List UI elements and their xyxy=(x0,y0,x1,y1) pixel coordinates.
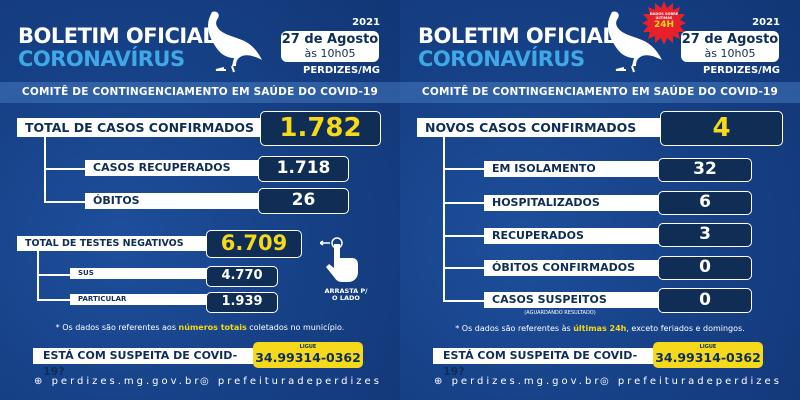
date-box: 27 de Agosto às 10h05 xyxy=(681,31,779,62)
hand-swipe-icon xyxy=(320,237,358,282)
suspicion-question: ESTÁ COM SUSPEITA DE COVID-19? xyxy=(433,348,658,378)
sus-label: SUS xyxy=(70,268,208,279)
recovered-value: 1.718 xyxy=(258,156,349,182)
tree-line xyxy=(443,136,445,302)
suspected-label: CASOS SUSPEITOS xyxy=(484,292,660,308)
website-text: perdizes.mg.gov.br xyxy=(51,376,202,387)
footnote: * Os dados são referentes às últimas 24h… xyxy=(400,324,800,333)
partridge-logo-icon xyxy=(608,11,662,73)
instagram-icon: ◎ xyxy=(600,376,618,387)
subtitle: CORONAVÍRUS xyxy=(418,47,585,71)
date: 27 de Agosto xyxy=(281,32,379,47)
phone-number[interactable]: 34.99314-0362 xyxy=(655,350,761,365)
hospitalized-label: HOSPITALIZADOS xyxy=(484,195,660,211)
call-button[interactable]: LIGUE 34.99314-0362 xyxy=(653,342,763,368)
title: BOLETIM OFICIAL xyxy=(418,24,616,48)
call-label: LIGUE xyxy=(699,344,717,350)
suspicion-question: ESTÁ COM SUSPEITA DE COVID-19? xyxy=(33,348,258,378)
new-cases-value: 4 xyxy=(660,111,783,146)
instagram-link[interactable]: ◎ prefeituradeperdizes xyxy=(600,376,782,387)
time: às 10h05 xyxy=(704,47,756,60)
private-value: 1.939 xyxy=(206,292,278,313)
badge-line2: ÚLTIMAS xyxy=(655,16,673,20)
year: 2021 xyxy=(752,17,780,28)
city: PERDIZES/MG xyxy=(303,65,380,76)
recovered-value: 3 xyxy=(658,223,752,247)
instagram-text: prefeituradeperdizes xyxy=(217,376,382,387)
isolation-value: 32 xyxy=(658,158,752,182)
recovered-label: RECUPERADOS xyxy=(484,228,660,244)
total-cases-value: 1.782 xyxy=(260,111,381,146)
swipe-hint-line2: O LADO xyxy=(332,294,360,302)
badge-line3: 24H xyxy=(653,20,675,30)
footnote-highlight: números totais xyxy=(178,323,247,332)
new-cases-label: NOVOS CASOS CONFIRMADOS xyxy=(417,118,662,137)
instagram-link[interactable]: ◎ prefeituradeperdizes xyxy=(200,376,382,387)
instagram-icon: ◎ xyxy=(200,376,218,387)
website-link[interactable]: ⊕ perdizes.mg.gov.br xyxy=(34,376,201,387)
badge-line1: DADOS SOBRE xyxy=(649,12,679,16)
call-button[interactable]: LIGUE 34.99314-0362 xyxy=(253,342,363,368)
tree-line xyxy=(443,202,485,204)
deaths-label: ÓBITOS CONFIRMADOS xyxy=(484,260,660,276)
suspected-value: 0 xyxy=(658,288,752,313)
tree-line xyxy=(443,300,485,302)
globe-icon: ⊕ xyxy=(434,376,452,387)
suspected-caption: (AGUARDANDO RESULTADO) xyxy=(524,310,596,316)
swipe-hint-line1: ARRASTA P/ xyxy=(324,287,368,295)
partridge-logo-icon xyxy=(208,11,262,73)
tree-line xyxy=(44,201,86,203)
website-text: perdizes.mg.gov.br xyxy=(451,376,602,387)
footnote-text: coletados no município. xyxy=(246,323,345,332)
tree-line xyxy=(44,168,86,170)
tree-line xyxy=(443,235,485,237)
last-24h-badge: DADOS SOBRE ÚLTIMAS 24H xyxy=(646,12,682,30)
tree-line xyxy=(443,168,485,170)
swipe-hint: ARRASTA P/ O LADO xyxy=(316,288,376,302)
footnote-text: * Os dados são referentes às xyxy=(455,324,574,333)
sus-value: 4.770 xyxy=(206,266,278,287)
call-label: LIGUE xyxy=(299,344,317,350)
time: às 10h05 xyxy=(304,47,356,60)
website-link[interactable]: ⊕ perdizes.mg.gov.br xyxy=(434,376,601,387)
tree-line xyxy=(37,299,71,301)
bulletin-24h-panel: BOLETIM OFICIAL CORONAVÍRUS DADOS SOBRE … xyxy=(400,0,800,400)
badge-starburst-icon xyxy=(642,1,686,45)
city: PERDIZES/MG xyxy=(703,65,780,76)
bulletin-total-panel: BOLETIM OFICIAL CORONAVÍRUS 2021 27 de A… xyxy=(0,0,400,400)
committee-banner: COMITÊ DE CONTINGENCIAMENTO EM SAÚDE DO … xyxy=(0,82,400,103)
globe-icon: ⊕ xyxy=(34,376,52,387)
deaths-value: 0 xyxy=(658,256,752,280)
deaths-label: ÓBITOS xyxy=(85,193,260,209)
total-cases-label: TOTAL DE CASOS CONFIRMADOS xyxy=(17,118,262,137)
recovered-label: CASOS RECUPERADOS xyxy=(85,160,260,176)
title: BOLETIM OFICIAL xyxy=(18,24,216,48)
phone-number[interactable]: 34.99314-0362 xyxy=(255,350,361,365)
committee-banner: COMITÊ DE CONTINGENCIAMENTO EM SAÚDE DO … xyxy=(400,82,800,103)
footnote-text: * Os dados são referentes aos xyxy=(55,323,179,332)
tree-line xyxy=(37,274,71,276)
tree-line xyxy=(443,267,485,269)
negative-tests-value: 6.709 xyxy=(206,230,302,258)
instagram-text: prefeituradeperdizes xyxy=(617,376,782,387)
year: 2021 xyxy=(352,17,380,28)
footnote: * Os dados são referentes aos números to… xyxy=(0,323,400,332)
private-label: PARTICULAR xyxy=(70,294,208,305)
footnote-highlight: últimas 24h xyxy=(573,324,627,333)
isolation-label: EM ISOLAMENTO xyxy=(484,161,660,177)
date: 27 de Agosto xyxy=(681,32,779,47)
deaths-value: 26 xyxy=(258,188,349,214)
footnote-text: , exceto feriados e domingos. xyxy=(626,324,745,333)
date-box: 27 de Agosto às 10h05 xyxy=(281,31,379,62)
hospitalized-value: 6 xyxy=(658,191,752,215)
subtitle: CORONAVÍRUS xyxy=(18,47,185,71)
negative-tests-label: TOTAL DE TESTES NEGATIVOS xyxy=(17,236,207,251)
